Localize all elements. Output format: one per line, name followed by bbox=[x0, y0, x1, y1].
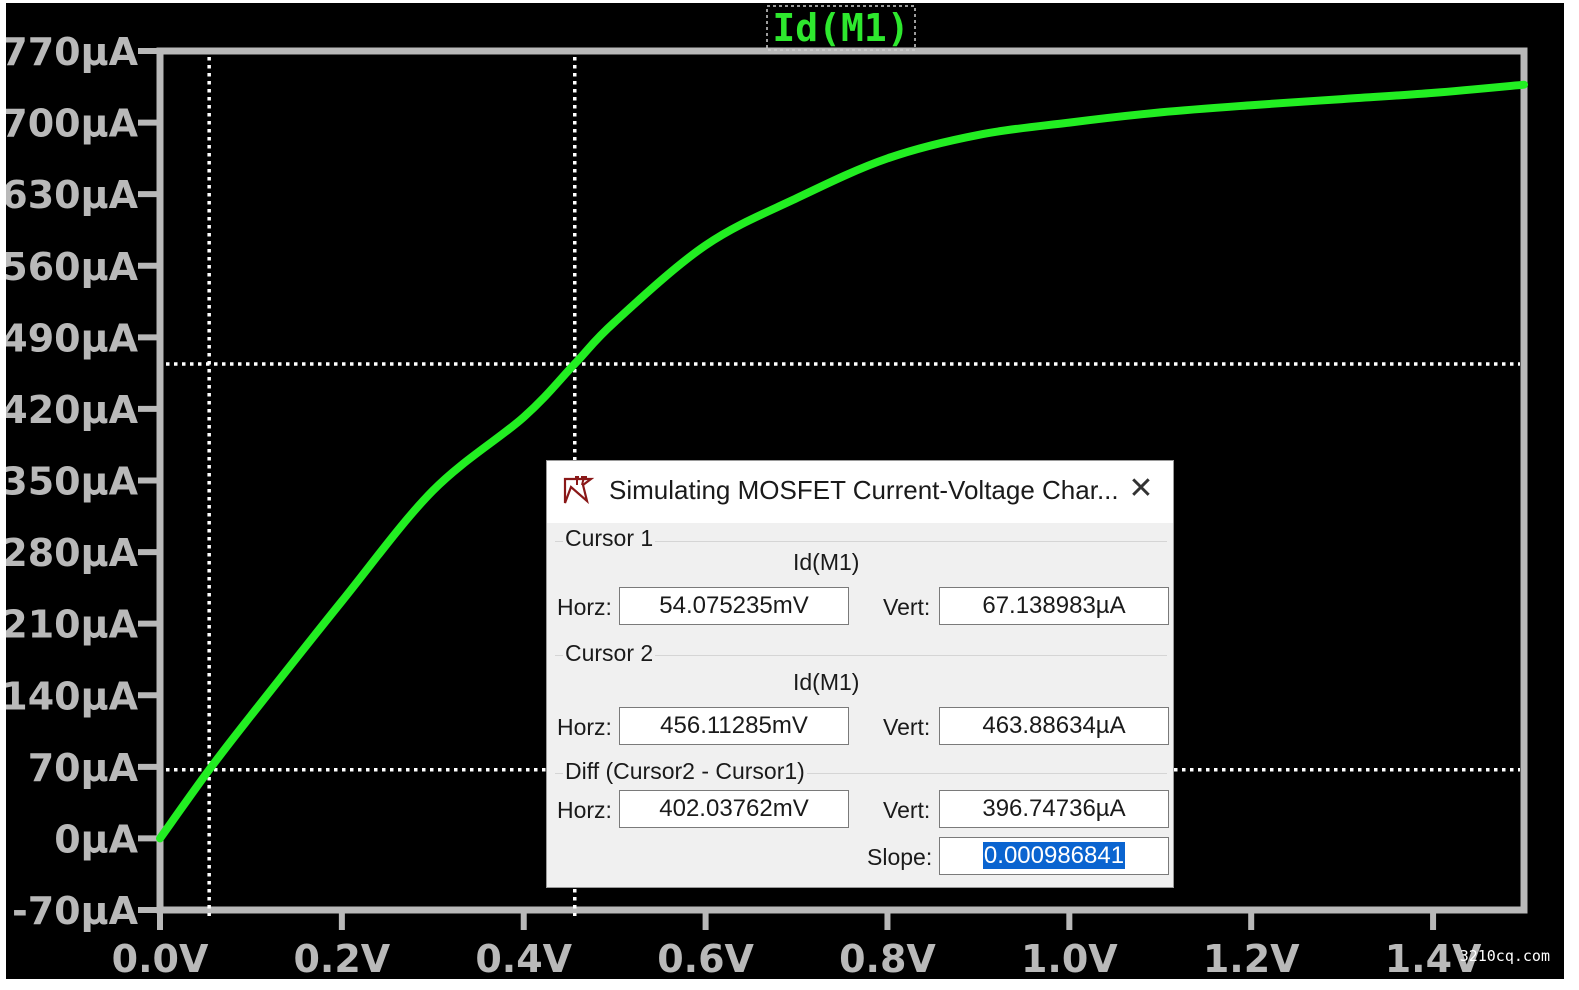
cursor1-group-label: Cursor 1 bbox=[563, 525, 656, 552]
slope-field[interactable]: 0.000986841 bbox=[939, 837, 1169, 875]
cursor1-vert-field[interactable]: 67.138983µA bbox=[939, 587, 1169, 625]
y-tick-label: 420µA bbox=[6, 388, 139, 432]
y-axis: 770µA 700µA 630µA 560µA 490µA 420µA 350µA 280µA… bbox=[6, 30, 160, 933]
x-tick-label: 0.6V bbox=[657, 937, 754, 979]
y-tick-label: 140µA bbox=[6, 674, 139, 718]
y-tick-label: 630µA bbox=[6, 173, 139, 217]
trace-title[interactable]: Id(M1) bbox=[772, 6, 909, 50]
cursor1-horz-field[interactable]: 54.075235mV bbox=[619, 587, 849, 625]
y-tick-label: 490µA bbox=[6, 316, 139, 360]
trace-title-box bbox=[766, 5, 916, 51]
dialog-title: Simulating MOSFET Current-Voltage Char..… bbox=[609, 475, 1119, 505]
y-tick-label: 210µA bbox=[6, 603, 139, 647]
cursor-dialog: Simulating MOSFET Current-Voltage Char..… bbox=[546, 460, 1174, 888]
x-tick-label: 1.2V bbox=[1203, 937, 1300, 979]
plot-canvas[interactable]: 770µA 700µA 630µA 560µA 490µA 420µA 350µA 280µA… bbox=[6, 3, 1564, 979]
slope-value-selected[interactable]: 0.000986841 bbox=[982, 842, 1126, 869]
x-tick-label: 0.4V bbox=[475, 937, 572, 979]
y-tick-label: 560µA bbox=[6, 245, 139, 289]
diff-vert-field[interactable]: 396.74736µA bbox=[939, 790, 1169, 828]
cursor-lines[interactable] bbox=[166, 57, 1520, 916]
cursor2-horz-field[interactable]: 456.11285mV bbox=[619, 707, 849, 745]
y-tick-label: 770µA bbox=[6, 30, 139, 74]
cursor2-vert-label: Vert: bbox=[883, 714, 931, 740]
y-tick-label: 350µA bbox=[6, 460, 139, 504]
diff-group-label: Diff (Cursor2 - Cursor1) bbox=[563, 758, 807, 785]
y-tick-label: -70µA bbox=[12, 889, 139, 933]
y-tick-label: 700µA bbox=[6, 102, 139, 146]
diff-horz-field[interactable]: 402.03762mV bbox=[619, 790, 849, 828]
diff-horz-label: Horz: bbox=[557, 797, 612, 823]
cursor1-horz-label: Horz: bbox=[557, 594, 612, 620]
cursor2-vert-field[interactable]: 463.88634µA bbox=[939, 707, 1169, 745]
diff-vert-label: Vert: bbox=[883, 797, 931, 823]
dialog-titlebar[interactable]: Simulating MOSFET Current-Voltage Char..… bbox=[547, 461, 1173, 523]
group-divider bbox=[555, 541, 1167, 542]
cursor1-vert-label: Vert: bbox=[883, 594, 931, 620]
trace-title-group[interactable]: Id(M1) bbox=[766, 5, 916, 51]
cursor2-horz-label: Horz: bbox=[557, 714, 612, 740]
x-tick-label: 0.2V bbox=[293, 937, 390, 979]
close-icon[interactable]: ✕ bbox=[1128, 472, 1154, 505]
y-tick-label: 0µA bbox=[54, 817, 138, 861]
ltspice-app-icon bbox=[563, 476, 595, 505]
cursor1-trace-label: Id(M1) bbox=[793, 549, 860, 575]
x-axis: 0.0V 0.2V 0.4V 0.6V 0.8V 1.0V 1.2V 1.4V bbox=[112, 910, 1482, 979]
slope-label: Slope: bbox=[867, 844, 933, 870]
watermark: 3210cq.com bbox=[1459, 947, 1550, 965]
y-tick-label: 70µA bbox=[28, 746, 139, 790]
x-tick-label: 1.4V bbox=[1385, 937, 1482, 979]
cursor2-group-label: Cursor 2 bbox=[563, 640, 656, 667]
trace-id-m1[interactable] bbox=[156, 80, 1528, 843]
group-divider bbox=[555, 655, 1167, 656]
x-tick-label: 0.0V bbox=[112, 937, 209, 979]
cursor2-trace-label: Id(M1) bbox=[793, 669, 860, 695]
x-tick-label: 0.8V bbox=[839, 937, 936, 979]
x-tick-label: 1.0V bbox=[1021, 937, 1118, 979]
y-tick-label: 280µA bbox=[6, 531, 139, 575]
group-divider bbox=[555, 773, 1167, 774]
